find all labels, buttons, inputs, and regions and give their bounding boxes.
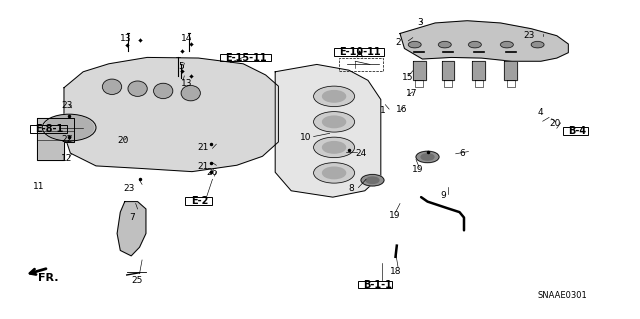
Circle shape [468,41,481,48]
Circle shape [314,137,355,158]
Text: 6: 6 [460,149,465,158]
Polygon shape [117,202,146,256]
Circle shape [421,154,434,160]
Text: B-4: B-4 [568,126,586,136]
Text: 23: 23 [524,31,535,40]
Text: 14: 14 [180,34,192,43]
Text: 17: 17 [406,89,418,98]
Text: 18: 18 [390,267,402,276]
Text: 9: 9 [440,191,446,200]
Text: 22: 22 [61,135,73,144]
Polygon shape [275,64,381,197]
Text: E-8-1: E-8-1 [35,124,63,134]
Text: 16: 16 [396,105,407,114]
Bar [563,127,588,135]
Text: 1: 1 [380,106,385,115]
Text: SNAAE0301: SNAAE0301 [538,291,588,300]
Text: 10: 10 [300,133,311,142]
Text: 11: 11 [33,182,45,191]
Text: E-15-11: E-15-11 [225,53,267,63]
Text: 20: 20 [117,137,129,145]
Text: E-10-11: E-10-11 [339,47,381,57]
Text: 4: 4 [538,108,543,117]
Text: 26: 26 [206,168,218,177]
Circle shape [531,41,544,48]
Circle shape [323,91,346,102]
Circle shape [416,151,439,163]
Bar [185,197,212,205]
Ellipse shape [128,81,147,96]
Text: 15: 15 [402,73,413,82]
Bar [30,125,67,133]
Circle shape [323,167,346,179]
Circle shape [366,177,379,183]
Ellipse shape [181,85,200,101]
Ellipse shape [102,79,122,94]
Polygon shape [442,61,454,80]
Ellipse shape [154,83,173,99]
Circle shape [408,41,421,48]
Polygon shape [413,61,426,80]
Circle shape [438,41,451,48]
Circle shape [314,163,355,183]
Text: 13: 13 [180,79,192,88]
Bar [339,58,383,71]
Circle shape [42,114,96,141]
Text: 21: 21 [197,162,209,171]
Circle shape [361,174,384,186]
Circle shape [45,115,93,140]
Circle shape [323,142,346,153]
Polygon shape [37,118,74,160]
Text: 13: 13 [120,34,132,43]
Text: 23: 23 [61,101,73,110]
Polygon shape [472,61,485,80]
Circle shape [500,41,513,48]
Polygon shape [400,21,568,61]
Text: 20: 20 [549,119,561,128]
Text: E-2: E-2 [191,196,208,206]
Text: 7: 7 [129,213,135,222]
Text: B-1-1: B-1-1 [364,279,392,290]
Bar [334,48,384,56]
Text: 24: 24 [356,149,367,158]
Circle shape [314,112,355,132]
Text: 23: 23 [124,184,135,193]
Text: 21: 21 [197,143,209,152]
Polygon shape [504,61,517,80]
Text: 19: 19 [412,165,423,174]
Text: 5: 5 [178,63,184,71]
Bar [358,281,392,288]
Text: 25: 25 [132,276,143,285]
Text: 12: 12 [61,154,73,163]
Circle shape [323,116,346,128]
Bar [220,54,271,61]
Circle shape [314,86,355,107]
Text: 2: 2 [396,38,401,47]
Text: 19: 19 [389,211,401,220]
Text: 3: 3 [417,18,423,27]
Polygon shape [64,57,278,172]
Text: 8: 8 [349,184,355,193]
Text: FR.: FR. [38,273,59,283]
